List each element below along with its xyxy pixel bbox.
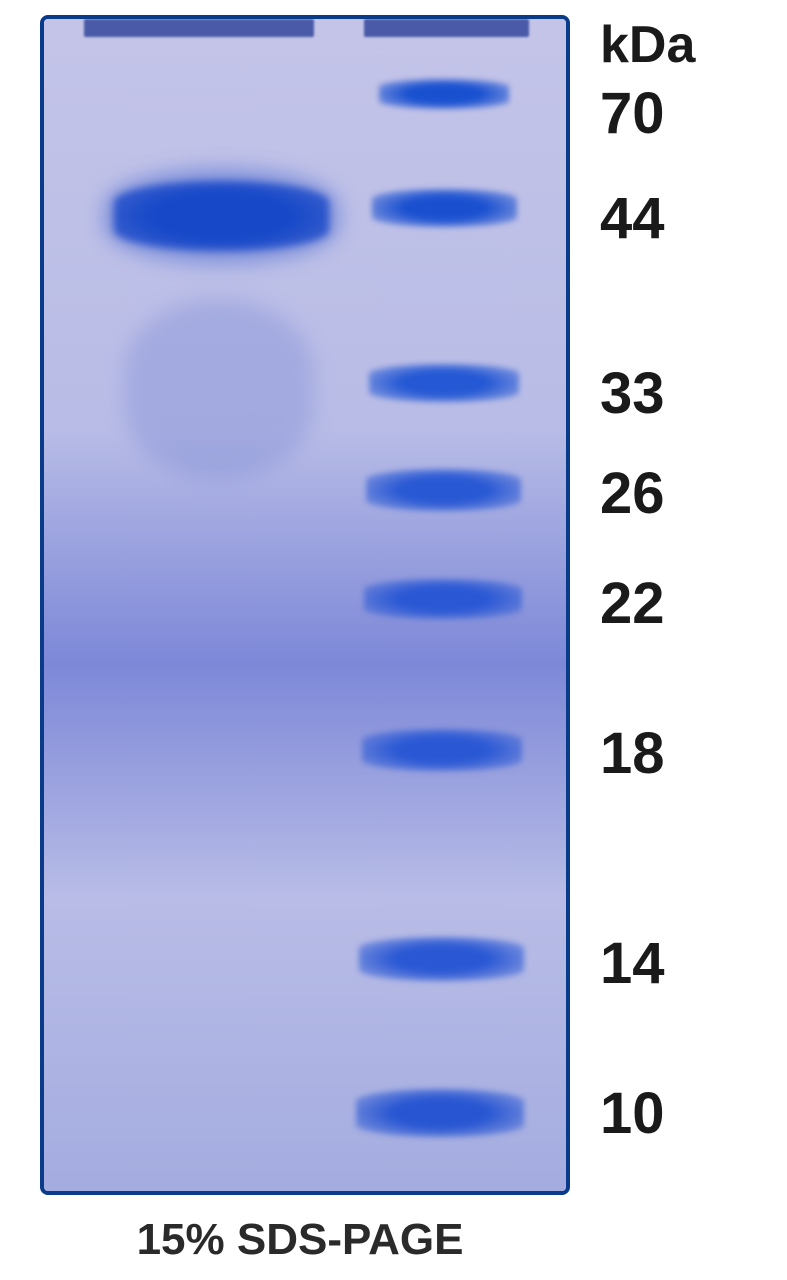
marker-band-33 [369, 364, 519, 402]
sample-main-band [114, 181, 329, 251]
sample-faint-region [124, 299, 314, 479]
marker-band-22 [364, 579, 522, 619]
marker-band-18 [362, 729, 522, 771]
marker-labels: kDa 70 44 33 26 22 18 14 10 [580, 10, 770, 1190]
marker-label-22: 22 [600, 570, 665, 637]
marker-band-26 [366, 469, 521, 511]
marker-label-44: 44 [600, 185, 665, 252]
marker-band-10 [356, 1089, 524, 1137]
marker-label-18: 18 [600, 720, 665, 787]
unit-label: kDa [600, 15, 695, 75]
marker-label-10: 10 [600, 1080, 665, 1147]
marker-label-33: 33 [600, 360, 665, 427]
marker-band-44 [372, 189, 517, 227]
marker-label-14: 14 [600, 930, 665, 997]
marker-band-14 [359, 937, 524, 981]
marker-label-70: 70 [600, 80, 665, 147]
gel-area [40, 15, 570, 1195]
marker-label-26: 26 [600, 460, 665, 527]
gel-figure: kDa 70 44 33 26 22 18 14 10 15% SDS-PAGE [0, 0, 787, 1280]
sample-lane [74, 19, 314, 1191]
gel-caption: 15% SDS-PAGE [0, 1215, 600, 1265]
marker-lane [354, 19, 534, 1191]
marker-band-70 [379, 79, 509, 109]
